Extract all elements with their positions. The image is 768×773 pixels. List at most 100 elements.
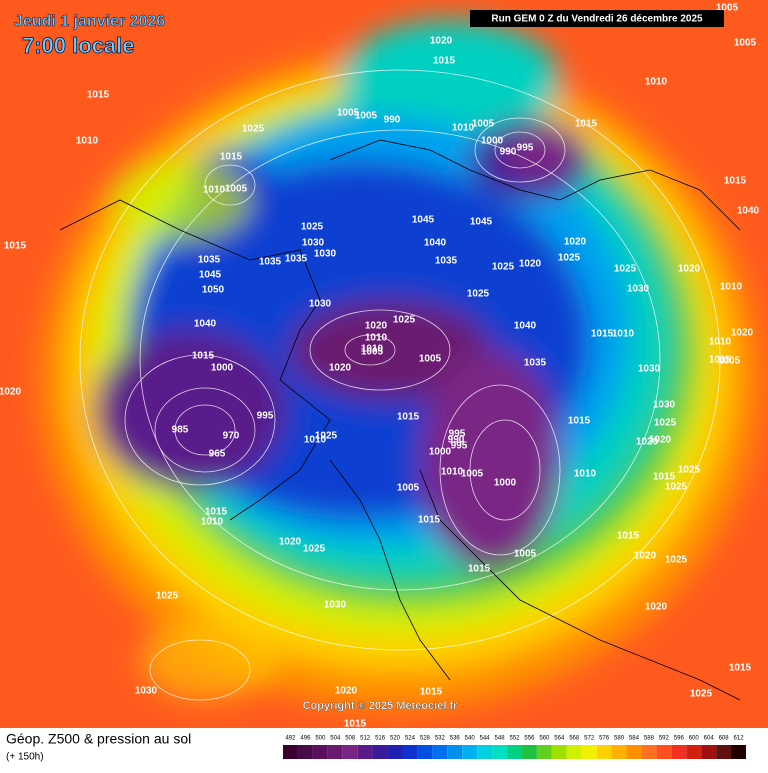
- isobar-label: 990: [448, 435, 465, 446]
- colorbar-label: 508: [345, 736, 356, 742]
- colorbar-label: 592: [659, 736, 670, 742]
- isobar-label: 1015: [420, 687, 443, 698]
- isobar-label: 1000: [211, 363, 234, 374]
- colorbar-swatch: [342, 745, 358, 759]
- colorbar-label: 528: [420, 736, 431, 742]
- colorbar-label: 588: [644, 736, 655, 742]
- isobar-label: 1020: [731, 328, 754, 339]
- run-box: [470, 10, 724, 27]
- isobar-label: 1010: [365, 333, 388, 344]
- isobar-label: 995: [451, 441, 468, 452]
- isobar-label: 990: [384, 115, 401, 126]
- isobar-label: 1005: [718, 356, 741, 367]
- colorbar-swatch: [596, 745, 612, 759]
- isobar-label: 1020: [636, 437, 659, 448]
- isobar-label: 1020: [279, 537, 302, 548]
- isobar-label: 1000: [494, 478, 517, 489]
- colorbar-label: 504: [330, 736, 341, 742]
- isobar-label: 1025: [614, 264, 637, 275]
- isobar-label: 1005: [716, 3, 739, 14]
- isobar-label: 1005: [361, 347, 384, 358]
- isobar-label: 1010: [203, 185, 226, 196]
- colorbar-swatch: [686, 745, 702, 759]
- colorbar-label: 496: [300, 736, 311, 742]
- colorbar-swatch: [611, 745, 627, 759]
- isobar-label: 1020: [0, 387, 22, 398]
- isobar-label: 1030: [653, 400, 676, 411]
- isobar-label: 1035: [524, 358, 547, 369]
- colorbar-label: 512: [360, 736, 371, 742]
- colorbar-swatch: [701, 745, 717, 759]
- isobar-label: 1015: [575, 119, 598, 130]
- colorbar-label: 564: [554, 736, 565, 742]
- isobar-label: 1020: [519, 259, 542, 270]
- isobar-label: 1025: [467, 289, 490, 300]
- colorbar-swatch: [357, 745, 373, 759]
- colorbar-label: 600: [689, 736, 700, 742]
- isobar-label: 1035: [285, 254, 308, 265]
- isobar-label: 1020: [430, 36, 453, 47]
- isobar-label: 1020: [564, 237, 587, 248]
- colorbar-swatch: [581, 745, 597, 759]
- colorbar-swatch: [477, 745, 493, 759]
- coastlines: [59, 139, 741, 701]
- isobar-label: 1005: [355, 111, 378, 122]
- colorbar-swatch: [447, 745, 463, 759]
- isobar-label: 1000: [429, 447, 452, 458]
- isobar-label: 1040: [424, 238, 447, 249]
- isobar-label: 1025: [654, 418, 677, 429]
- isobar-label: 1030: [302, 238, 325, 249]
- isobar-label: 1015: [568, 416, 591, 427]
- colorbar-label: 612: [734, 736, 745, 742]
- isobar-label: 1010: [441, 467, 464, 478]
- colorbar: 492 496 500 504 508 512 516 520 524 528 532 536 540 5…: [283, 736, 746, 759]
- isobar-label: 1040: [737, 206, 760, 217]
- isobar-label: 1025: [690, 689, 713, 700]
- colorbar-label: 576: [599, 736, 610, 742]
- isobar-label: 1005: [472, 119, 495, 130]
- isobar-label: 1015: [344, 719, 367, 730]
- isobar-label: 1015: [709, 355, 732, 366]
- isobar-label: 1005: [461, 469, 484, 480]
- colorbar-swatch: [731, 745, 746, 759]
- isobar-label: 1035: [435, 256, 458, 267]
- isobar-label: 1015: [192, 351, 215, 362]
- colorbar-swatch: [327, 745, 343, 759]
- isobar-label: 1025: [558, 253, 581, 264]
- isobar-label: 1010: [76, 136, 99, 147]
- colorbar-swatch: [566, 745, 582, 759]
- colorbar-label: 532: [435, 736, 446, 742]
- isobar-label: 1010: [304, 435, 327, 446]
- isobar-label: 1025: [242, 124, 265, 135]
- isobar-label: 1035: [198, 255, 221, 266]
- isobar-label: 1015: [205, 507, 228, 518]
- colorbar-swatch: [417, 745, 433, 759]
- isobar-label: 1015: [653, 472, 676, 483]
- isobar-label: 1030: [309, 299, 332, 310]
- colorbar-swatch: [521, 745, 537, 759]
- isobar-label: 1010: [645, 77, 668, 88]
- isobar-label: 1025: [393, 315, 416, 326]
- isobar-label: 1015: [397, 412, 420, 423]
- colorbar-label: 520: [390, 736, 401, 742]
- isobar-label: 1035: [259, 257, 282, 268]
- colorbar-label: 560: [539, 736, 550, 742]
- colorbar-swatch: [462, 745, 478, 759]
- isobar-label: 1015: [617, 531, 640, 542]
- colorbar-swatch: [716, 745, 732, 759]
- colorbar-label: 524: [405, 736, 416, 742]
- isobar-label: 1020: [678, 264, 701, 275]
- isobars: [79, 69, 721, 701]
- isobar-label: 1045: [412, 215, 435, 226]
- isobar-label: 1030: [638, 364, 661, 375]
- isobar-label: 1010: [720, 282, 743, 293]
- colorbar-swatch: [432, 745, 448, 759]
- isobar-label: 1045: [470, 217, 493, 228]
- footer-title: Géop. Z500 & pression au sol: [6, 731, 191, 747]
- isobar-label: 1020: [335, 686, 358, 697]
- colorbar-swatch: [641, 745, 657, 759]
- isobar-label: 1010: [452, 123, 475, 134]
- colorbar-label: 548: [495, 736, 506, 742]
